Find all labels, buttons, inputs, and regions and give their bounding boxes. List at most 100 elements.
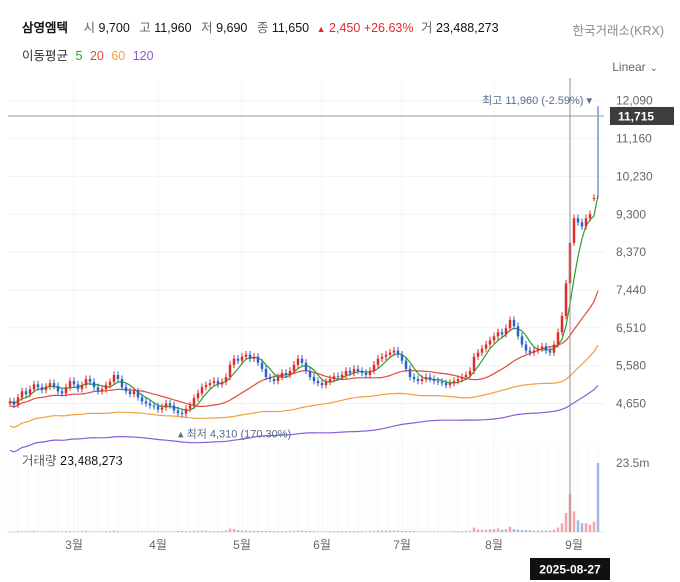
candle (508, 316, 512, 332)
volume-bar (464, 531, 468, 532)
volume-bar (48, 531, 52, 532)
candle (156, 402, 160, 413)
candle (128, 387, 132, 398)
volume-bar (456, 531, 460, 532)
candle (364, 369, 368, 379)
volume-bar (452, 531, 456, 532)
candle (256, 353, 260, 367)
candle (276, 373, 280, 385)
exchange-name: 한국거래소(KRX) (572, 24, 664, 38)
volume-bar (372, 530, 376, 532)
volume-bar (416, 531, 420, 532)
scale-toggle[interactable]: Linear ⌄ (612, 60, 658, 74)
volume-bar (488, 529, 492, 532)
candle (572, 214, 576, 246)
candle (204, 381, 208, 391)
candle (492, 332, 496, 344)
volume-bar (16, 531, 20, 532)
volume-bar (120, 531, 124, 532)
volume-bar (128, 531, 132, 532)
volume-bar (360, 531, 364, 532)
volume-bar (368, 531, 372, 532)
volume-bar (420, 531, 424, 532)
volume-bar (240, 530, 244, 532)
candle (28, 385, 32, 398)
volume-bar (272, 531, 276, 532)
candle (488, 336, 492, 348)
max-annotation: 최고 11,960 (-2.59%) ▾ (482, 94, 592, 107)
candle (312, 373, 316, 385)
volume-bar (32, 530, 36, 532)
volume-bar (344, 531, 348, 532)
high-value: 11,960 (154, 21, 192, 35)
candle (240, 353, 244, 365)
candle (216, 377, 220, 388)
volume-bar (84, 530, 88, 532)
volume-bar (528, 530, 532, 532)
volume-bar (200, 530, 204, 532)
ma-60[interactable]: 60 (111, 49, 126, 63)
volume-bar (480, 529, 484, 532)
ma-legend-label: 이동평균 (22, 49, 69, 63)
volume-bar (584, 523, 588, 532)
volume-tick-label: 23.5m (616, 456, 649, 470)
candle (500, 328, 504, 338)
candle (520, 332, 524, 348)
volume-bar (164, 531, 168, 532)
candle (36, 380, 40, 391)
candle (160, 403, 164, 413)
volume-bar (440, 531, 444, 532)
candle (512, 316, 516, 330)
candle (72, 377, 76, 388)
volume-bar (156, 531, 160, 532)
volume-bar (336, 531, 340, 532)
ma-120[interactable]: 120 (132, 49, 154, 63)
candle (172, 401, 176, 414)
crosshair-date-tag (530, 558, 610, 580)
volume-bar (284, 531, 288, 532)
candle (24, 387, 28, 398)
volume-bar (524, 530, 528, 532)
candle (348, 367, 352, 377)
volume-bar (580, 523, 584, 532)
candle (484, 340, 488, 352)
candle (464, 371, 468, 381)
volume-bar (288, 531, 292, 532)
candle (112, 371, 116, 386)
ma-legend: 이동평균 5 20 60 120 (22, 45, 158, 64)
candle (460, 373, 464, 383)
candle (308, 367, 312, 381)
current-price-label: 11,715 (618, 109, 654, 123)
candle (324, 378, 328, 389)
volume-bar (484, 529, 488, 532)
candle (452, 377, 456, 387)
candle (196, 389, 200, 402)
volume-bar (216, 531, 220, 532)
volume-bar (144, 531, 148, 532)
volume-bar (592, 521, 596, 532)
ma-20[interactable]: 20 (89, 49, 104, 63)
volume-bar (152, 531, 156, 532)
ma-20-line (9, 290, 599, 408)
volume-bar (308, 531, 312, 532)
volume-bar (536, 530, 540, 532)
volume-bar (256, 530, 260, 532)
y-tick-label: 9,300 (616, 207, 646, 221)
ma-5[interactable]: 5 (75, 49, 83, 63)
candle (132, 387, 136, 398)
volume-bar (160, 531, 164, 532)
candle (420, 375, 424, 385)
candle (576, 214, 580, 226)
candle (100, 385, 104, 395)
volume-bar (148, 531, 152, 532)
candle (136, 387, 140, 401)
volume-bar (544, 530, 548, 532)
volume-bar (28, 531, 32, 532)
candle (252, 353, 256, 362)
candle (120, 375, 124, 391)
x-tick-label: 6월 (313, 538, 331, 552)
volume-bar (400, 531, 404, 532)
x-tick-label: 7월 (393, 538, 411, 552)
volume-bar (508, 526, 512, 532)
